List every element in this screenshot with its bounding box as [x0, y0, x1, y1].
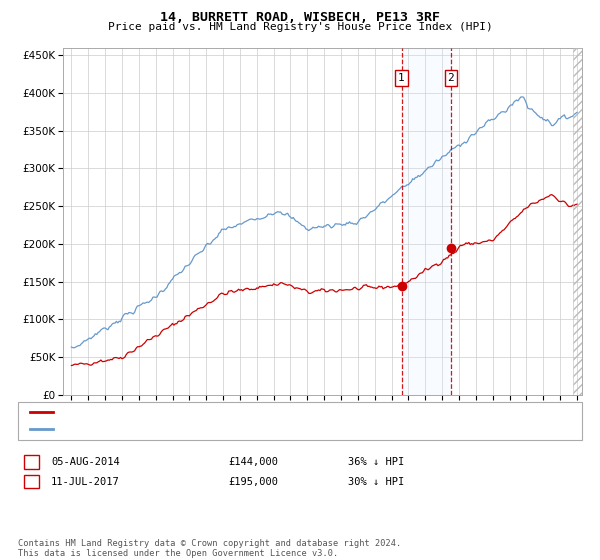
Text: 11-JUL-2017: 11-JUL-2017	[51, 477, 120, 487]
Text: 36% ↓ HPI: 36% ↓ HPI	[348, 457, 404, 467]
Text: £195,000: £195,000	[228, 477, 278, 487]
Text: £144,000: £144,000	[228, 457, 278, 467]
Text: 2: 2	[448, 73, 454, 83]
Text: 1: 1	[398, 73, 405, 83]
Text: HPI: Average price, detached house, King's Lynn and West Norfolk: HPI: Average price, detached house, King…	[59, 424, 427, 433]
Text: Price paid vs. HM Land Registry's House Price Index (HPI): Price paid vs. HM Land Registry's House …	[107, 22, 493, 32]
Text: 14, BURRETT ROAD, WISBECH, PE13 3RF (detached house): 14, BURRETT ROAD, WISBECH, PE13 3RF (det…	[59, 408, 358, 417]
Text: 2: 2	[28, 477, 35, 487]
Bar	[401, 48, 451, 395]
Text: 1: 1	[28, 457, 35, 467]
Text: 30% ↓ HPI: 30% ↓ HPI	[348, 477, 404, 487]
Text: Contains HM Land Registry data © Crown copyright and database right 2024.
This d: Contains HM Land Registry data © Crown c…	[18, 539, 401, 558]
Text: 14, BURRETT ROAD, WISBECH, PE13 3RF: 14, BURRETT ROAD, WISBECH, PE13 3RF	[160, 11, 440, 24]
Text: 05-AUG-2014: 05-AUG-2014	[51, 457, 120, 467]
